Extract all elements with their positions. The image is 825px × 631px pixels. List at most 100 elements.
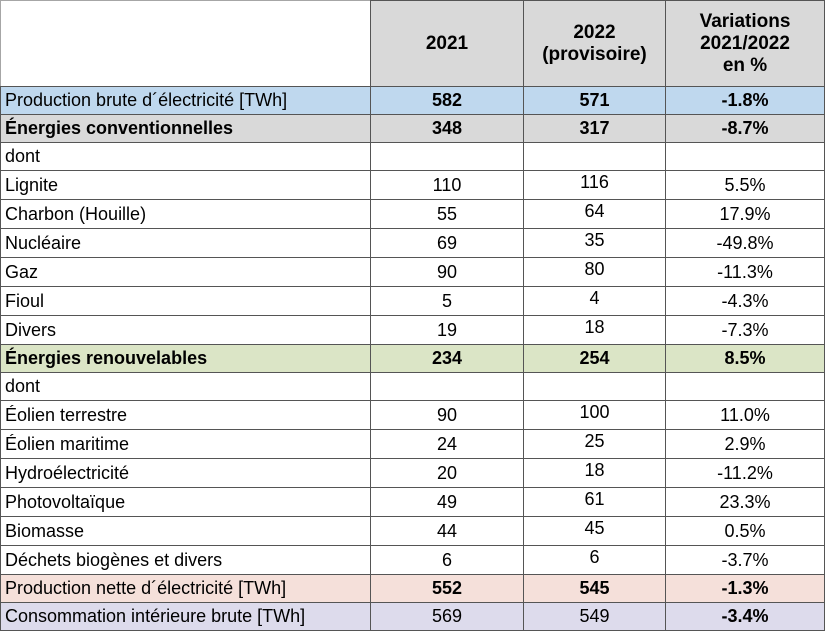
row-label-cell: dont — [0, 142, 371, 171]
row-label-cell: Éolien maritime — [0, 429, 371, 459]
value-2021-cell: 348 — [370, 114, 524, 143]
value-2022-cell: 61 — [523, 487, 666, 517]
table-row: Charbon (Houille) 55 64 17.9% — [0, 199, 825, 229]
variation-cell: -3.4% — [665, 602, 825, 631]
value-2021-cell: 20 — [370, 458, 524, 488]
variation-cell: 8.5% — [665, 344, 825, 373]
table-row: Production nette d´électricité [TWh] 552 5… — [0, 574, 825, 603]
variation-cell: 23.3% — [665, 487, 825, 517]
value-2022-cell: 64 — [523, 199, 666, 229]
row-label-cell: Consommation intérieure brute [TWh] — [0, 602, 371, 631]
row-label-cell: Énergies conventionnelles — [0, 114, 371, 143]
table-row: Nucléaire 69 35 -49.8% — [0, 228, 825, 258]
table-body: Production brute d´électricité [TWh] 582 5… — [0, 86, 825, 631]
value-2022-cell: 35 — [523, 228, 666, 258]
variation-cell: -7.3% — [665, 315, 825, 345]
row-label-cell: dont — [0, 372, 371, 401]
variation-cell: 0.5% — [665, 516, 825, 546]
corner-cell — [0, 0, 371, 87]
value-2021-cell: 552 — [370, 574, 524, 603]
table-row: Éolien maritime 24 25 2.9% — [0, 429, 825, 459]
value-2021-cell: 69 — [370, 228, 524, 258]
table-row: Déchets biogènes et divers 6 6 -3.7% — [0, 545, 825, 575]
value-2021-cell: 5 — [370, 286, 524, 316]
value-2022-cell: 549 — [523, 602, 666, 631]
value-2022-cell: 254 — [523, 344, 666, 373]
table-row: Énergies conventionnelles 348 317 -8.7% — [0, 114, 825, 143]
value-2021-cell: 49 — [370, 487, 524, 517]
value-2022-cell: 45 — [523, 516, 666, 546]
table-row: Divers 19 18 -7.3% — [0, 315, 825, 345]
value-2022-cell: 18 — [523, 315, 666, 345]
value-2022-cell — [523, 372, 666, 401]
row-label-cell: Nucléaire — [0, 228, 371, 258]
value-2022-cell — [523, 142, 666, 171]
value-2022-cell: 571 — [523, 86, 666, 115]
row-label-cell: Biomasse — [0, 516, 371, 546]
value-2022-cell: 100 — [523, 400, 666, 430]
value-2021-cell: 90 — [370, 257, 524, 287]
value-2021-cell: 44 — [370, 516, 524, 546]
row-label-cell: Gaz — [0, 257, 371, 287]
value-2021-cell: 569 — [370, 602, 524, 631]
value-2022-cell: 545 — [523, 574, 666, 603]
variation-cell: -8.7% — [665, 114, 825, 143]
variation-cell: -1.3% — [665, 574, 825, 603]
table-row: Production brute d´électricité [TWh] 582 5… — [0, 86, 825, 115]
variation-cell: 2.9% — [665, 429, 825, 459]
row-label-cell: Production brute d´électricité [TWh] — [0, 86, 371, 115]
value-2022-cell: 80 — [523, 257, 666, 287]
table-row: Éolien terrestre 90 100 11.0% — [0, 400, 825, 430]
value-2021-cell: 234 — [370, 344, 524, 373]
variation-cell: -11.2% — [665, 458, 825, 488]
value-2021-cell: 110 — [370, 170, 524, 200]
value-2021-cell: 6 — [370, 545, 524, 575]
value-2022-cell: 25 — [523, 429, 666, 459]
value-2021-cell: 55 — [370, 199, 524, 229]
value-2022-cell: 317 — [523, 114, 666, 143]
row-label-cell: Photovoltaïque — [0, 487, 371, 517]
row-label-cell: Énergies renouvelables — [0, 344, 371, 373]
row-label-cell: Production nette d´électricité [TWh] — [0, 574, 371, 603]
variation-cell: -1.8% — [665, 86, 825, 115]
row-label-cell: Lignite — [0, 170, 371, 200]
table-row: Consommation intérieure brute [TWh] 569 54… — [0, 602, 825, 631]
table-row: Biomasse 44 45 0.5% — [0, 516, 825, 546]
variation-cell: 11.0% — [665, 400, 825, 430]
table-row: Photovoltaïque 49 61 23.3% — [0, 487, 825, 517]
table-row: Hydroélectricité 20 18 -11.2% — [0, 458, 825, 488]
variation-cell — [665, 142, 825, 171]
variation-cell: 5.5% — [665, 170, 825, 200]
row-label-cell: Hydroélectricité — [0, 458, 371, 488]
table-row: Fioul 5 4 -4.3% — [0, 286, 825, 316]
row-label-cell: Fioul — [0, 286, 371, 316]
value-2022-cell: 18 — [523, 458, 666, 488]
table-row: Énergies renouvelables 234 254 8.5% — [0, 344, 825, 373]
col-header-2022-provisoire: 2022 (provisoire) — [523, 0, 666, 87]
value-2021-cell: 24 — [370, 429, 524, 459]
value-2021-cell — [370, 142, 524, 171]
value-2022-cell: 4 — [523, 286, 666, 316]
table-row: dont — [0, 372, 825, 401]
variation-cell: -11.3% — [665, 257, 825, 287]
table-row: Gaz 90 80 -11.3% — [0, 257, 825, 287]
variation-cell: 17.9% — [665, 199, 825, 229]
variation-cell — [665, 372, 825, 401]
table-header: 2021 2022 (provisoire) Variations 2021/2… — [0, 0, 825, 87]
row-label-cell: Charbon (Houille) — [0, 199, 371, 229]
value-2021-cell: 582 — [370, 86, 524, 115]
row-label-cell: Déchets biogènes et divers — [0, 545, 371, 575]
value-2021-cell: 90 — [370, 400, 524, 430]
col-header-2021: 2021 — [370, 0, 524, 87]
table-row: dont — [0, 142, 825, 171]
col-header-variations: Variations 2021/2022 en % — [665, 0, 825, 87]
value-2022-cell: 6 — [523, 545, 666, 575]
row-label-cell: Divers — [0, 315, 371, 345]
value-2021-cell — [370, 372, 524, 401]
value-2022-cell: 116 — [523, 170, 666, 200]
variation-cell: -49.8% — [665, 228, 825, 258]
header-row: 2021 2022 (provisoire) Variations 2021/2… — [0, 0, 825, 87]
variation-cell: -3.7% — [665, 545, 825, 575]
variation-cell: -4.3% — [665, 286, 825, 316]
